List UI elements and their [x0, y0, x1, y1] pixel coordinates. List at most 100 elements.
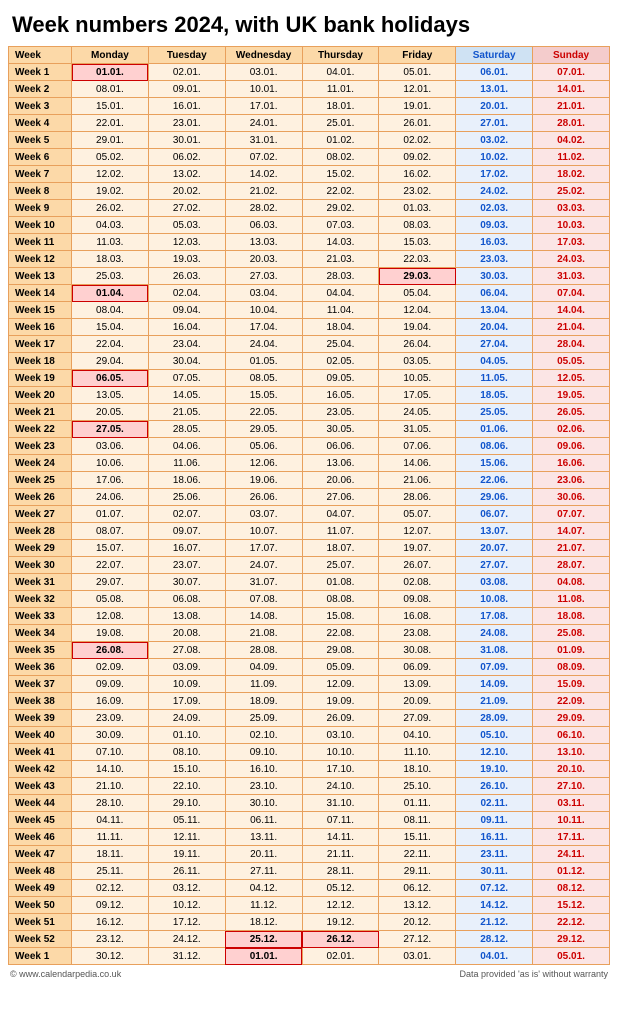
date-cell: 17.08. [456, 608, 533, 625]
date-cell-holiday: 25.12. [225, 931, 302, 948]
date-cell: 13.04. [456, 302, 533, 319]
date-cell: 16.06. [533, 455, 610, 472]
date-cell: 11.04. [302, 302, 379, 319]
date-cell: 11.08. [533, 591, 610, 608]
date-cell: 20.05. [72, 404, 149, 421]
date-cell: 25.01. [302, 115, 379, 132]
date-cell: 22.12. [533, 914, 610, 931]
table-row: Week 1218.03.19.03.20.03.21.03.22.03.23.… [9, 251, 610, 268]
date-cell: 17.06. [72, 472, 149, 489]
date-cell: 01.11. [379, 795, 456, 812]
week-label: Week 42 [9, 761, 72, 778]
date-cell: 27.12. [379, 931, 456, 948]
week-label: Week 26 [9, 489, 72, 506]
date-cell: 05.09. [302, 659, 379, 676]
table-row: Week 712.02.13.02.14.02.15.02.16.02.17.0… [9, 166, 610, 183]
date-cell: 12.03. [148, 234, 225, 251]
date-cell: 14.09. [456, 676, 533, 693]
date-cell: 07.03. [302, 217, 379, 234]
date-cell: 09.12. [72, 897, 149, 914]
week-label: Week 24 [9, 455, 72, 472]
week-label: Week 46 [9, 829, 72, 846]
week-label: Week 22 [9, 421, 72, 438]
date-cell: 19.09. [302, 693, 379, 710]
date-cell: 19.02. [72, 183, 149, 200]
table-body: Week 101.01.02.01.03.01.04.01.05.01.06.0… [9, 64, 610, 965]
table-row: Week 4321.10.22.10.23.10.24.10.25.10.26.… [9, 778, 610, 795]
date-cell: 13.01. [456, 81, 533, 98]
week-label: Week 17 [9, 336, 72, 353]
date-cell: 10.02. [456, 149, 533, 166]
week-label: Week 4 [9, 115, 72, 132]
table-row: Week 605.02.06.02.07.02.08.02.09.02.10.0… [9, 149, 610, 166]
date-cell: 17.12. [148, 914, 225, 931]
date-cell: 06.02. [148, 149, 225, 166]
date-cell: 13.09. [379, 676, 456, 693]
date-cell: 20.07. [456, 540, 533, 557]
date-cell: 28.10. [72, 795, 149, 812]
date-cell: 07.01. [533, 64, 610, 81]
date-cell: 02.04. [148, 285, 225, 302]
week-label: Week 18 [9, 353, 72, 370]
date-cell: 04.02. [533, 132, 610, 149]
date-cell: 11.02. [533, 149, 610, 166]
week-label: Week 6 [9, 149, 72, 166]
date-cell: 10.11. [533, 812, 610, 829]
week-label: Week 41 [9, 744, 72, 761]
date-cell: 02.06. [533, 421, 610, 438]
date-cell: 02.03. [456, 200, 533, 217]
table-row: Week 4214.10.15.10.16.10.17.10.18.10.19.… [9, 761, 610, 778]
table-row: Week 3816.09.17.09.18.09.19.09.20.09.21.… [9, 693, 610, 710]
table-row: Week 4428.10.29.10.30.10.31.10.01.11.02.… [9, 795, 610, 812]
date-cell: 05.07. [379, 506, 456, 523]
date-cell: 25.08. [533, 625, 610, 642]
date-cell: 28.04. [533, 336, 610, 353]
date-cell: 14.07. [533, 523, 610, 540]
date-cell: 25.10. [379, 778, 456, 795]
table-row: Week 1722.04.23.04.24.04.25.04.26.04.27.… [9, 336, 610, 353]
date-cell: 31.01. [225, 132, 302, 149]
date-cell: 23.12. [72, 931, 149, 948]
date-cell: 08.11. [379, 812, 456, 829]
table-row: Week 4718.11.19.11.20.11.21.11.22.11.23.… [9, 846, 610, 863]
week-label: Week 11 [9, 234, 72, 251]
date-cell: 15.09. [533, 676, 610, 693]
date-cell: 03.06. [72, 438, 149, 455]
date-cell: 23.08. [379, 625, 456, 642]
date-cell: 07.11. [302, 812, 379, 829]
table-row: Week 3312.08.13.08.14.08.15.08.16.08.17.… [9, 608, 610, 625]
date-cell: 10.12. [148, 897, 225, 914]
date-cell: 08.01. [72, 81, 149, 98]
week-label: Week 32 [9, 591, 72, 608]
date-cell: 20.03. [225, 251, 302, 268]
date-cell: 16.09. [72, 693, 149, 710]
table-row: Week 1829.04.30.04.01.05.02.05.03.05.04.… [9, 353, 610, 370]
date-cell: 03.05. [379, 353, 456, 370]
table-row: Week 1004.03.05.03.06.03.07.03.08.03.09.… [9, 217, 610, 234]
date-cell: 27.02. [148, 200, 225, 217]
date-cell-holiday: 29.03. [379, 268, 456, 285]
date-cell: 19.11. [148, 846, 225, 863]
date-cell: 16.05. [302, 387, 379, 404]
date-cell: 27.10. [533, 778, 610, 795]
date-cell: 02.01. [302, 948, 379, 965]
week-label: Week 38 [9, 693, 72, 710]
date-cell: 07.08. [225, 591, 302, 608]
date-cell: 17.10. [302, 761, 379, 778]
date-cell: 02.12. [72, 880, 149, 897]
date-cell: 19.08. [72, 625, 149, 642]
date-cell: 04.01. [302, 64, 379, 81]
date-cell: 09.01. [148, 81, 225, 98]
date-cell: 29.07. [72, 574, 149, 591]
week-label: Week 51 [9, 914, 72, 931]
date-cell: 20.08. [148, 625, 225, 642]
date-cell: 05.02. [72, 149, 149, 166]
table-row: Week 4030.09.01.10.02.10.03.10.04.10.05.… [9, 727, 610, 744]
date-cell: 14.05. [148, 387, 225, 404]
date-cell: 04.11. [72, 812, 149, 829]
week-label: Week 31 [9, 574, 72, 591]
table-row: Week 2410.06.11.06.12.06.13.06.14.06.15.… [9, 455, 610, 472]
date-cell: 05.11. [148, 812, 225, 829]
date-cell: 29.12. [533, 931, 610, 948]
week-label: Week 21 [9, 404, 72, 421]
